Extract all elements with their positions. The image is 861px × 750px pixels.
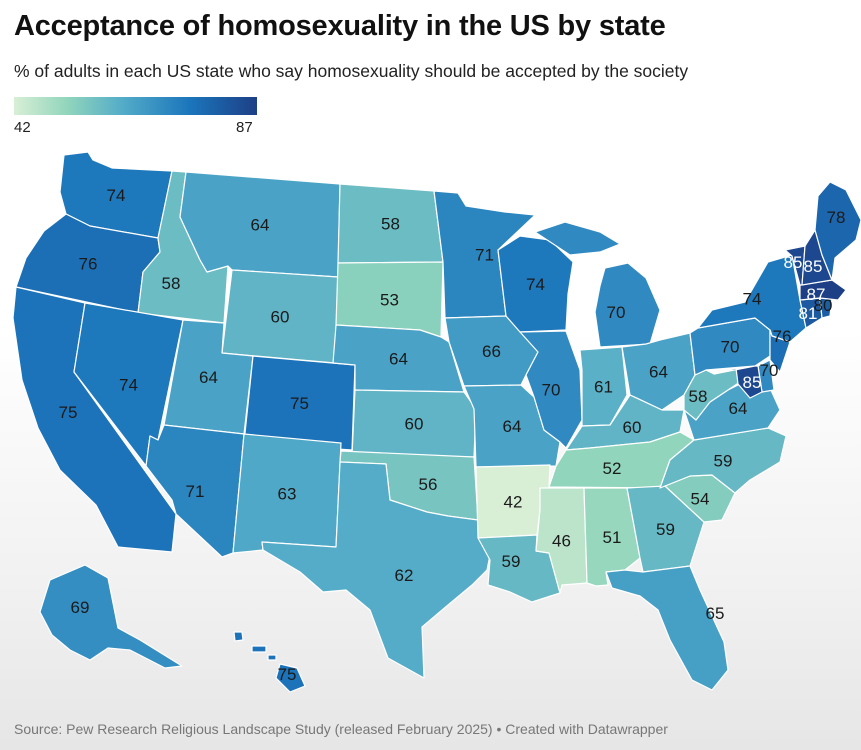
value-label-massachusetts: 87 [807,285,826,304]
state-alaska[interactable] [39,564,183,669]
value-label-minnesota: 71 [475,246,494,265]
legend-gradient-bar [14,97,257,115]
state-maine[interactable] [814,181,861,281]
value-label-idaho: 58 [162,274,181,293]
value-label-pennsylvania: 70 [721,338,740,357]
value-label-west-virginia: 58 [689,387,708,406]
state-texas[interactable] [261,461,491,679]
value-label-north-dakota: 58 [381,215,400,234]
value-label-montana: 64 [251,216,270,235]
value-label-louisiana: 59 [502,552,521,571]
state-new-jersey[interactable] [769,329,791,373]
value-label-virginia: 64 [729,399,748,418]
value-label-wisconsin: 74 [526,275,545,294]
state-illinois[interactable] [519,330,583,449]
value-label-washington: 74 [107,186,126,205]
value-label-iowa: 66 [482,342,501,361]
value-label-oklahoma: 56 [419,475,438,494]
value-label-maine: 78 [827,208,846,227]
value-label-maryland: 85 [743,373,762,392]
value-label-ohio: 64 [649,363,668,382]
chart-subtitle: % of adults in each US state who say hom… [14,61,689,81]
source-note: Source: Pew Research Religious Landscape… [14,721,668,737]
value-label-colorado: 75 [290,394,309,413]
legend-max-label: 87 [236,119,253,136]
value-label-new-york: 74 [743,290,762,309]
value-label-illinois: 70 [542,381,561,400]
value-label-new-hampshire: 85 [804,257,823,276]
value-label-north-carolina: 59 [714,452,733,471]
value-label-mississippi: 46 [552,532,571,551]
value-label-alaska: 69 [71,598,90,617]
value-label-south-dakota: 53 [380,291,399,310]
legend-min-label: 42 [14,119,31,136]
value-label-texas: 62 [395,566,414,585]
value-label-michigan: 70 [607,303,626,322]
value-label-delaware: 70 [760,361,779,380]
state-maryland[interactable] [713,365,763,399]
value-label-connecticut: 81 [799,304,818,323]
value-label-utah: 64 [199,368,218,387]
value-label-nevada: 74 [119,376,138,395]
value-label-arkansas: 42 [504,493,523,512]
value-label-nebraska: 64 [389,350,408,369]
state-minnesota[interactable] [433,190,536,319]
value-label-wyoming: 60 [271,308,290,327]
value-labels: 74 76 75 58 74 64 60 64 75 71 63 58 53 64 60 56 62 71 66 64… [59,186,846,684]
value-label-vermont: 85 [784,253,803,272]
value-label-new-mexico: 63 [278,485,297,504]
value-label-tennessee: 52 [603,459,622,478]
value-label-kentucky: 60 [623,418,642,437]
value-label-oregon: 76 [79,255,98,274]
state-hawaii[interactable] [233,631,306,693]
value-label-hawaii: 75 [278,665,297,684]
value-label-california: 75 [59,403,78,422]
value-label-alabama: 51 [603,528,622,547]
value-label-missouri: 64 [503,417,522,436]
value-label-arizona: 71 [186,482,205,501]
value-label-south-carolina: 54 [691,490,710,509]
chart-title: Acceptance of homosexuality in the US by… [14,10,666,42]
state-north-carolina[interactable] [659,427,787,494]
value-label-florida: 65 [706,604,725,623]
state-wisconsin[interactable] [497,235,574,333]
state-vermont[interactable] [784,245,806,286]
value-label-kansas: 60 [405,415,424,434]
state-florida[interactable] [605,565,729,691]
value-label-rhode-island: 80 [814,296,833,315]
value-label-indiana: 61 [594,378,613,397]
value-label-georgia: 59 [656,520,675,539]
value-label-new-jersey: 76 [773,327,792,346]
